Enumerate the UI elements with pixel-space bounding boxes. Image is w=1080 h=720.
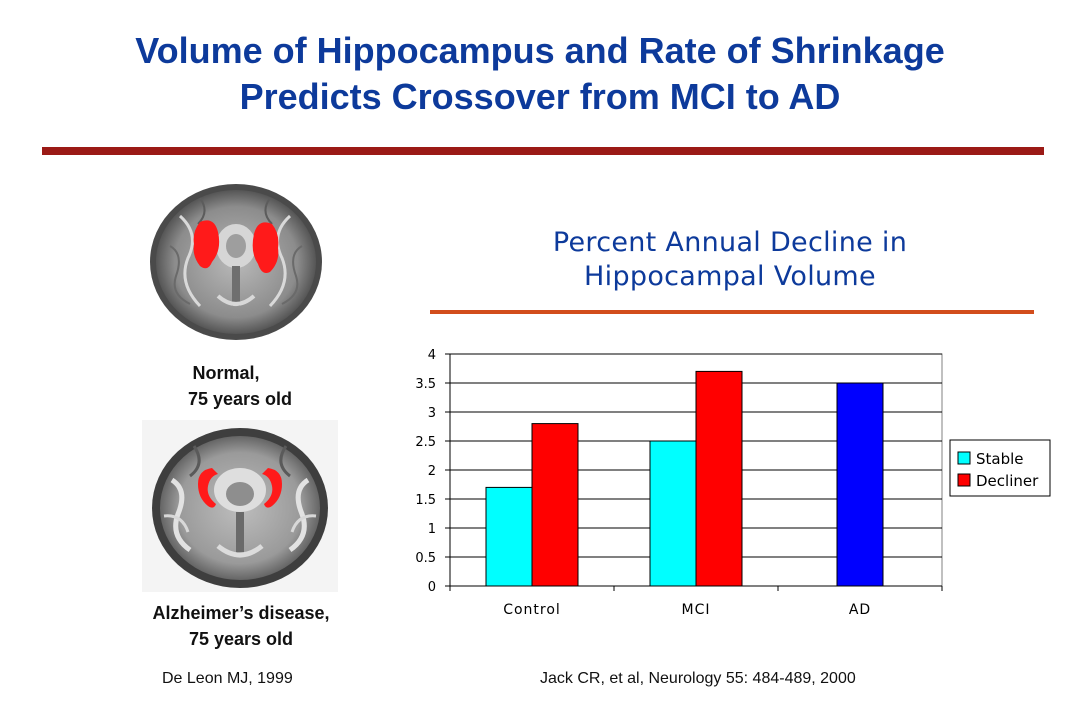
- left-hippocampus-highlight: [193, 220, 220, 269]
- left-hippocampus-highlight: [198, 468, 218, 508]
- chart-rule: [430, 310, 1034, 314]
- y-tick-label: 4: [428, 348, 436, 363]
- y-tick-label: 2.5: [415, 435, 436, 450]
- title-rule: [42, 147, 1044, 155]
- citation-left: De Leon MJ, 1999: [162, 670, 293, 687]
- bar-ad: [836, 382, 884, 587]
- legend-label-stable: Stable: [976, 450, 1024, 468]
- slide-title-line1: Volume of Hippocampus and Rate of Shrink…: [135, 30, 945, 71]
- y-axis: 0 0.5 1 1.5 2 2.5 3 3.5 4: [415, 348, 451, 595]
- bars: [485, 370, 884, 587]
- alzheimers-scan-label-line2: 75 years old: [188, 629, 294, 649]
- y-tick-label: 1.5: [415, 493, 436, 508]
- bar-control-decliner: [531, 423, 579, 587]
- normal-scan-label-line2: 75 years old: [187, 389, 293, 409]
- x-tick-label: AD: [849, 602, 871, 618]
- chart-title: Percent Annual Decline in Hippocampal Vo…: [440, 226, 1020, 294]
- bar-mci-decliner: [695, 370, 743, 587]
- y-tick-label: 0: [428, 580, 436, 595]
- alzheimers-scan-label: Alzheimer’s disease, 75 years old: [118, 600, 364, 652]
- legend-swatch-decliner: [957, 473, 971, 487]
- normal-scan-label: Normal, 75 years old: [130, 360, 350, 412]
- right-hippocampus-highlight: [262, 468, 282, 508]
- x-tick-label: MCI: [682, 602, 711, 618]
- x-axis: Control MCI AD: [449, 585, 943, 618]
- chart-title-line1: Percent Annual Decline in: [552, 227, 908, 258]
- alzheimers-brain-scan: [142, 420, 338, 592]
- chart-title-line2: Hippocampal Volume: [584, 261, 876, 292]
- y-tick-label: 2: [428, 464, 436, 479]
- x-tick-label: Control: [503, 602, 561, 618]
- alzheimers-scan-label-line1: Alzheimer’s disease,: [152, 603, 330, 623]
- bar-chart: 0 0.5 1 1.5 2 2.5 3 3.5 4 Control MCI AD Stable Dec…: [415, 348, 1051, 618]
- y-tick-label: 1: [428, 522, 436, 537]
- legend: Stable Decliner: [949, 439, 1051, 497]
- legend-label-decliner: Decliner: [976, 472, 1039, 490]
- citation-right: Jack CR, et al, Neurology 55: 484-489, 2…: [540, 670, 856, 687]
- slide-title: Volume of Hippocampus and Rate of Shrink…: [0, 28, 1080, 120]
- y-tick-label: 3: [428, 406, 436, 421]
- normal-scan-label-line1: Normal,: [192, 363, 260, 383]
- slide-title-line2: Predicts Crossover from MCI to AD: [239, 76, 841, 117]
- bar-mci-stable: [649, 440, 697, 587]
- normal-brain-scan: [140, 176, 332, 346]
- right-hippocampus-highlight: [252, 222, 279, 273]
- y-tick-label: 3.5: [415, 377, 436, 392]
- bar-control-stable: [485, 486, 533, 587]
- legend-swatch-stable: [957, 451, 971, 465]
- y-tick-label: 0.5: [415, 551, 436, 566]
- legend-box: [949, 439, 1051, 497]
